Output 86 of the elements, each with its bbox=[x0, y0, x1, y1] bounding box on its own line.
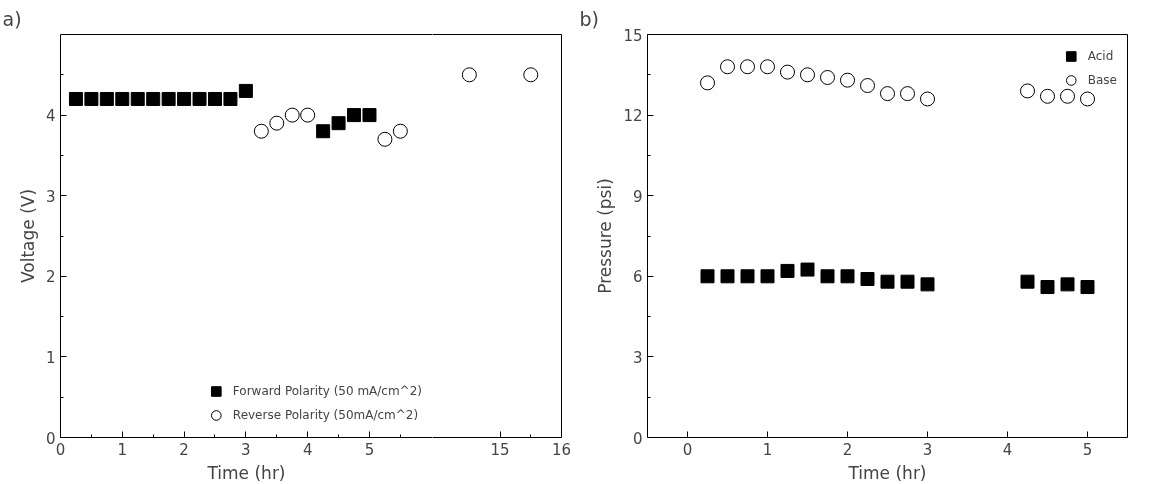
point bbox=[284, 107, 300, 123]
x-tick-label: 3 bbox=[241, 440, 251, 459]
point bbox=[130, 91, 145, 106]
x-tick-label: 4 bbox=[302, 440, 313, 459]
point bbox=[331, 116, 346, 131]
point bbox=[880, 274, 895, 289]
x-axis-title: Time (hr) bbox=[206, 462, 286, 483]
x-tick-label: 0 bbox=[682, 440, 693, 459]
point bbox=[1020, 274, 1035, 289]
point bbox=[84, 91, 99, 106]
y-tick-label: 15 bbox=[623, 26, 643, 45]
y-tick-label: 3 bbox=[632, 348, 643, 367]
y-tick-label: 3 bbox=[45, 187, 56, 206]
y-tick-label: 12 bbox=[623, 107, 643, 126]
point bbox=[300, 107, 316, 123]
point bbox=[740, 59, 755, 75]
x-tick-label: 15 bbox=[490, 440, 510, 459]
point bbox=[760, 59, 775, 75]
x-tick-label: 3 bbox=[922, 440, 933, 459]
legend-label: Acid bbox=[1087, 48, 1114, 65]
point bbox=[316, 124, 331, 139]
point bbox=[192, 91, 207, 106]
point bbox=[840, 72, 855, 88]
point bbox=[720, 269, 735, 284]
point bbox=[720, 59, 735, 75]
point bbox=[780, 64, 795, 80]
legend-label: Reverse Polarity (50mA/cm^2) bbox=[232, 407, 419, 424]
point bbox=[820, 269, 835, 284]
point bbox=[760, 269, 775, 284]
x-tick-label: 5 bbox=[364, 440, 375, 459]
point bbox=[377, 131, 393, 147]
point bbox=[1080, 280, 1095, 295]
legend-label: Base bbox=[1087, 72, 1117, 89]
x-axis-title: Time (hr) bbox=[847, 462, 927, 483]
point bbox=[840, 269, 855, 284]
point bbox=[1060, 277, 1075, 292]
legend-label: Forward Polarity (50 mA/cm^2) bbox=[232, 383, 422, 400]
point bbox=[920, 91, 935, 107]
point bbox=[177, 91, 192, 106]
point bbox=[253, 123, 269, 139]
point bbox=[1040, 280, 1055, 295]
y-axis-title: Voltage (V) bbox=[17, 188, 38, 284]
point bbox=[269, 115, 285, 131]
x-tick-label: 5 bbox=[1082, 440, 1093, 459]
x-tick-label: 1 bbox=[762, 440, 773, 459]
point bbox=[392, 123, 408, 139]
point bbox=[860, 271, 875, 286]
x-tick-label: 2 bbox=[842, 440, 853, 459]
y-tick-label: 6 bbox=[632, 268, 643, 287]
point bbox=[1080, 91, 1095, 107]
point bbox=[900, 274, 915, 289]
y-tick-label: 4 bbox=[45, 107, 56, 126]
chart-title: a) bbox=[2, 7, 22, 30]
point bbox=[800, 262, 815, 277]
y-tick-label: 9 bbox=[632, 187, 643, 206]
point bbox=[860, 78, 875, 94]
point bbox=[700, 75, 715, 91]
point bbox=[1020, 83, 1035, 99]
x-tick-label: 1 bbox=[117, 440, 128, 459]
x-tick-label: 2 bbox=[179, 440, 189, 459]
y-tick-label: 2 bbox=[45, 268, 56, 287]
point bbox=[238, 83, 253, 98]
point bbox=[820, 70, 835, 85]
point bbox=[1040, 88, 1055, 104]
point bbox=[880, 86, 895, 102]
point bbox=[115, 91, 130, 106]
y-tick-label: 1 bbox=[45, 348, 56, 367]
point bbox=[700, 269, 715, 284]
point bbox=[900, 86, 915, 102]
chart-title: b) bbox=[579, 7, 599, 30]
point bbox=[362, 108, 377, 123]
point bbox=[800, 67, 815, 83]
point bbox=[146, 91, 161, 106]
point bbox=[161, 91, 176, 106]
point bbox=[99, 91, 114, 106]
point bbox=[207, 91, 222, 106]
point bbox=[347, 108, 362, 123]
point bbox=[740, 269, 755, 284]
x-tick-label: 16 bbox=[551, 440, 572, 459]
point bbox=[68, 91, 83, 106]
point bbox=[223, 91, 238, 106]
point bbox=[920, 277, 935, 292]
point bbox=[780, 263, 795, 278]
y-axis-title: Pressure (psi) bbox=[595, 178, 616, 294]
point bbox=[1060, 88, 1075, 104]
x-tick-label: 4 bbox=[1002, 440, 1013, 459]
